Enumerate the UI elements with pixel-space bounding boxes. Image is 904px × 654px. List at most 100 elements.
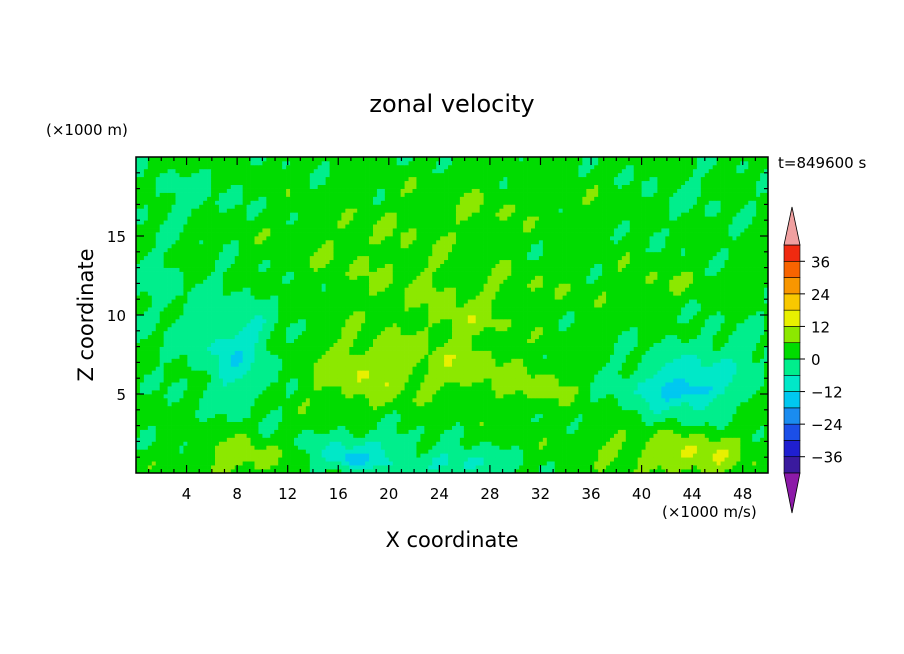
contour-cell [527, 437, 532, 442]
contour-cell [692, 366, 698, 371]
contour-cell [203, 362, 208, 367]
contour-cell [744, 358, 749, 363]
contour-cell [629, 433, 635, 438]
contour-cell [503, 429, 508, 434]
contour-cell [645, 390, 650, 395]
contour-cell [163, 405, 168, 411]
contour-cell [708, 362, 714, 367]
contour-cell [333, 378, 338, 383]
contour-cell [218, 370, 224, 375]
contour-cell [416, 374, 421, 379]
contour-cell [155, 394, 161, 399]
contour-cell [720, 405, 725, 411]
contour-cell [736, 354, 741, 359]
contour-cell [538, 445, 544, 450]
contour-cell [329, 354, 334, 359]
contour-cell [610, 366, 615, 371]
contour-cell [459, 457, 465, 462]
contour-cell [361, 449, 366, 454]
contour-cell [590, 370, 595, 375]
contour-cell [531, 374, 536, 379]
contour-cell [147, 378, 153, 383]
contour-cell [175, 409, 180, 415]
contour-cell [653, 382, 658, 387]
contour-cell [677, 350, 682, 355]
contour-cell [692, 429, 698, 434]
contour-cell [649, 378, 654, 383]
contour-cell [744, 382, 749, 387]
contour-cell [428, 445, 433, 450]
contour-cell [179, 457, 184, 462]
contour-cell [258, 366, 263, 371]
contour-cell [740, 413, 745, 419]
contour-cell [736, 433, 741, 438]
contour-cell [495, 397, 500, 403]
contour-cell [527, 457, 532, 462]
contour-cell [590, 445, 595, 450]
contour-cell [187, 350, 192, 355]
contour-cell [455, 366, 461, 371]
contour-cell [183, 382, 188, 387]
contour-cell [491, 429, 496, 434]
contour-cell [440, 382, 445, 387]
contour-cell [507, 445, 512, 450]
contour-cell [570, 397, 575, 403]
contour-cell [175, 453, 180, 458]
contour-cell [242, 378, 247, 383]
contour-cell [542, 425, 548, 430]
contour-cell [483, 350, 488, 355]
contour-cell [448, 437, 453, 442]
contour-cell [222, 465, 228, 470]
contour-cell [167, 346, 172, 351]
contour-cell [337, 374, 342, 379]
contour-cell [309, 453, 315, 458]
contour-cell [428, 433, 433, 438]
contour-cell [349, 421, 354, 426]
contour-cell [420, 421, 425, 426]
contour-cell [625, 374, 631, 379]
contour-cell [760, 378, 765, 383]
contour-cell [467, 441, 473, 446]
contour-cell [574, 449, 579, 454]
contour-cell [369, 358, 374, 363]
contour-cell [199, 350, 204, 355]
contour-cell [629, 382, 635, 387]
contour-cell [211, 469, 216, 474]
contour-cell [349, 397, 354, 403]
contour-cell [554, 469, 559, 474]
contour-cell [752, 437, 757, 442]
contour-cell [752, 421, 757, 426]
contour-cell [669, 425, 674, 430]
contour-cell [436, 397, 441, 403]
contour-cell [412, 405, 417, 411]
contour-cell [341, 417, 346, 422]
contour-cell [337, 409, 342, 415]
contour-cell [400, 421, 405, 426]
contour-cell [286, 405, 291, 411]
contour-cell [511, 457, 516, 462]
contour-cell [669, 441, 674, 446]
contour-cell [507, 401, 512, 407]
contour-cell [380, 350, 386, 355]
contour-cell [392, 425, 398, 430]
contour-cell [444, 449, 449, 454]
contour-cell [673, 386, 678, 391]
contour-cell [689, 437, 694, 442]
contour-cell [633, 461, 638, 466]
contour-cell [250, 429, 255, 434]
contour-cell [238, 362, 243, 367]
contour-cell [341, 382, 346, 387]
contour-cell [657, 429, 662, 434]
contour-cell [187, 441, 192, 446]
contour-cell [373, 390, 378, 395]
contour-cell [598, 453, 603, 458]
contour-cell [179, 350, 184, 355]
contour-cell [353, 445, 358, 450]
contour-cell [341, 358, 346, 363]
contour-cell [199, 354, 204, 359]
contour-cell [696, 354, 702, 359]
contour-cell [531, 350, 536, 355]
contour-cell [527, 370, 532, 375]
contour-cell [649, 413, 654, 419]
contour-cell [341, 425, 346, 430]
